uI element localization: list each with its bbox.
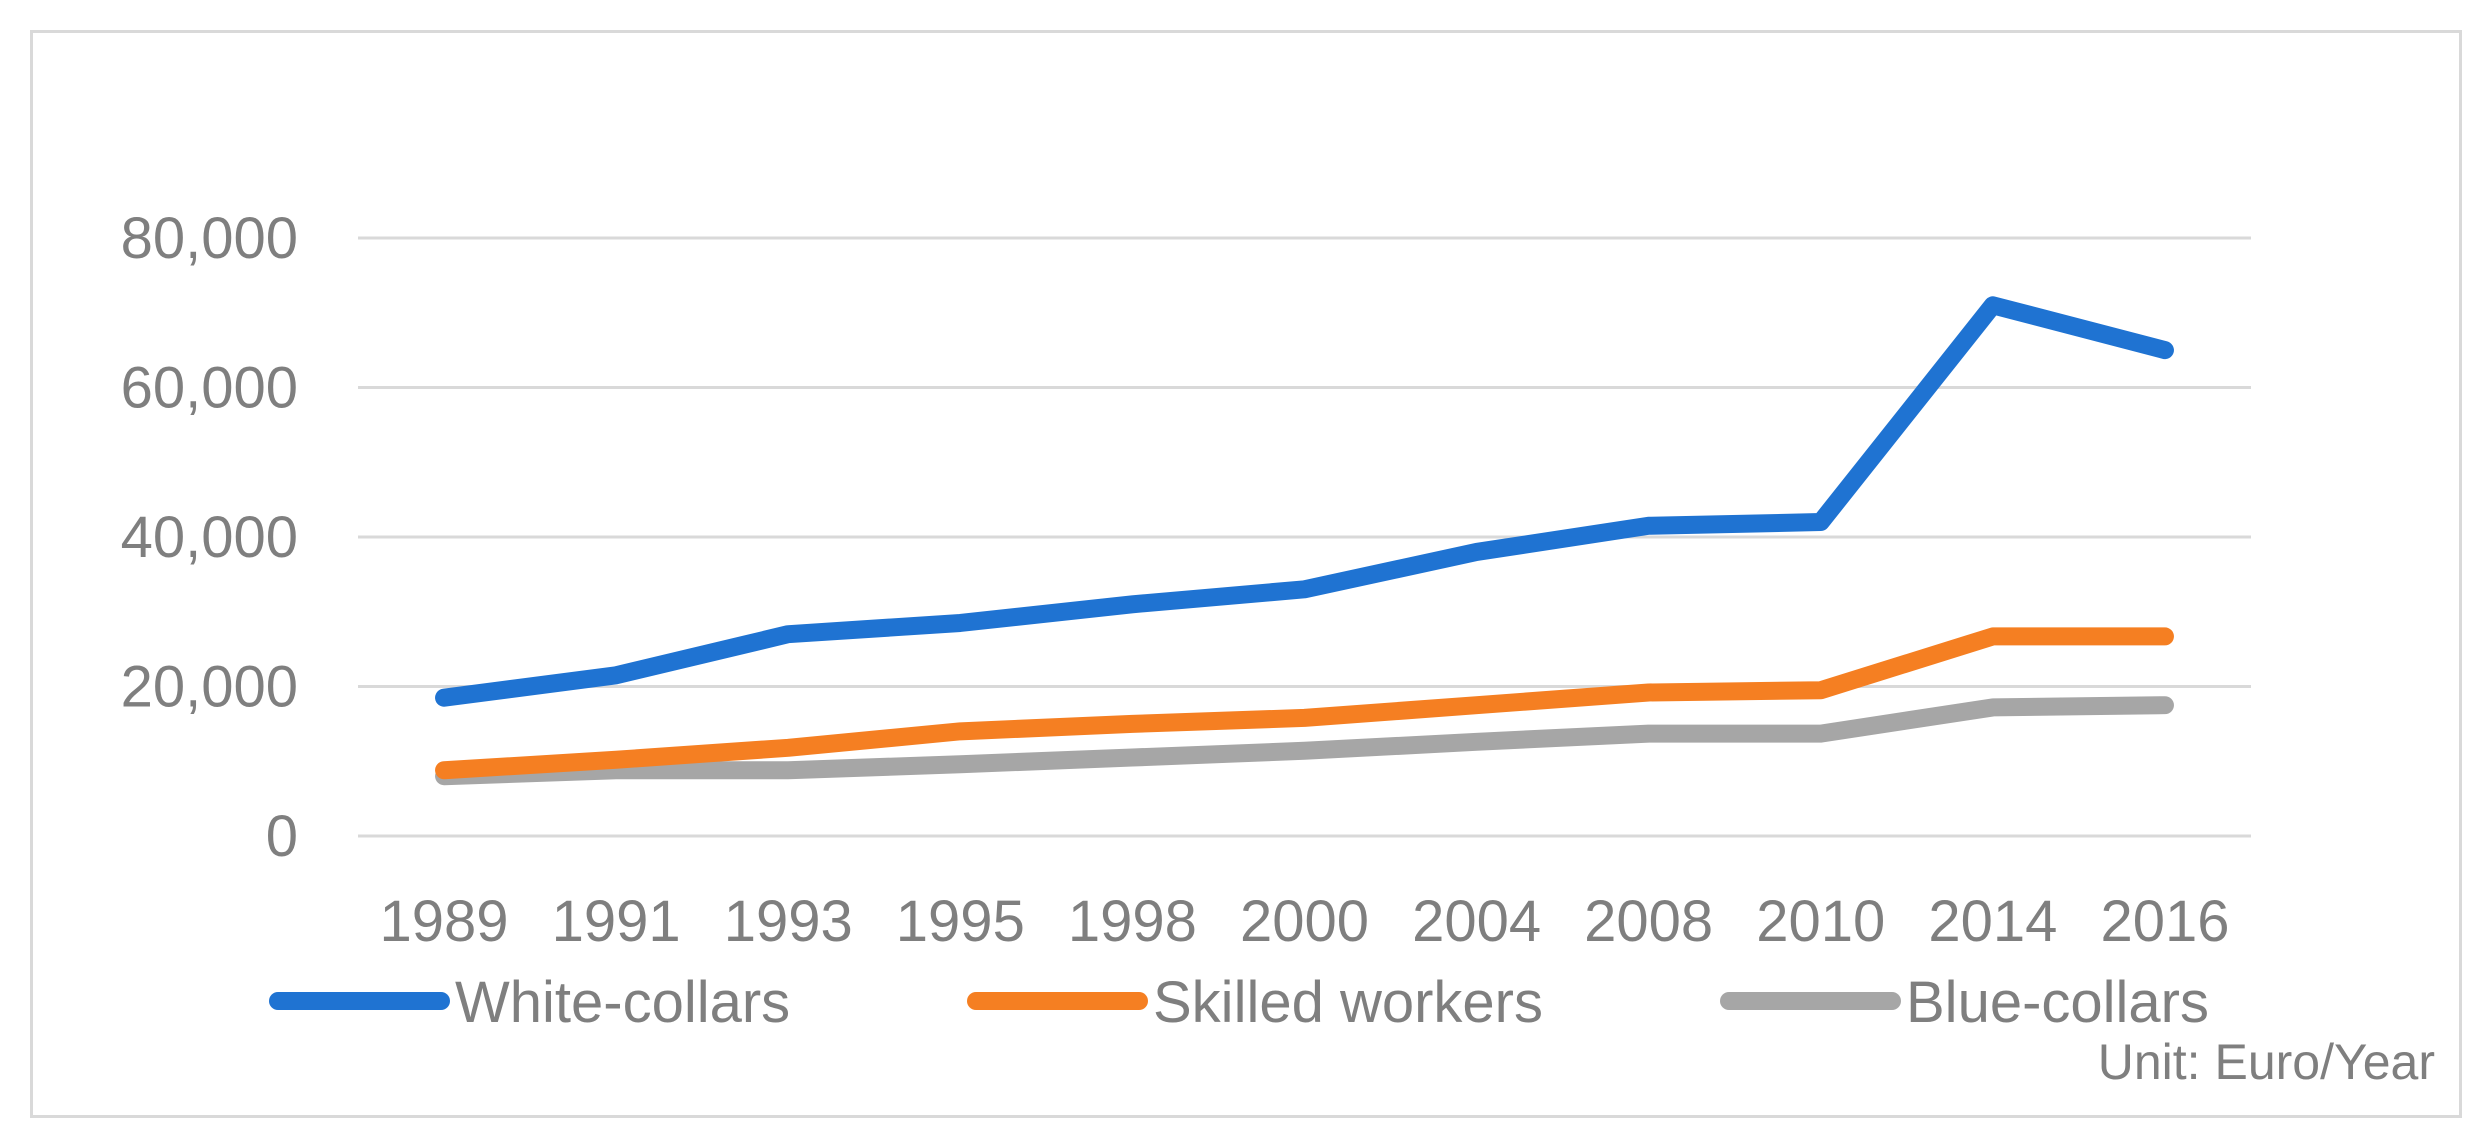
x-tick-label: 1995 [896,889,1025,954]
x-tick-label: 2014 [1928,889,2057,954]
y-tick-label: 80,000 [121,206,298,271]
x-tick-label: 2000 [1240,889,1369,954]
y-tick-label: 0 [266,804,298,869]
y-tick-label: 60,000 [121,356,298,421]
x-tick-label: 2008 [1584,889,1713,954]
x-tick-label: 2016 [2100,889,2229,954]
series-line-white-collars [435,296,2174,707]
y-tick-label: 40,000 [121,505,298,570]
legend-label-skilled-workers: Skilled workers [1153,970,1543,1035]
series-line-blue-collars [435,696,2174,786]
legend-label-blue-collars: Blue-collars [1906,970,2209,1035]
x-tick-label: 2010 [1756,889,1885,954]
y-axis-ticks: 0 20,000 40,000 60,000 80,000 [121,206,298,869]
chart-area: 0 20,000 40,000 60,000 80,000 1989 1991 1993 19… [30,30,2462,1118]
x-axis-ticks: 1989 1991 1993 1995 1998 2000 2004 2008 2010 2014… [380,889,2230,954]
legend-label-white-collars: White-collars [455,970,790,1035]
unit-note: Unit: Euro/Year [2098,1034,2435,1090]
series-line-skilled-workers [435,627,2174,780]
x-tick-label: 1989 [380,889,509,954]
series-lines [435,296,2174,786]
x-tick-label: 1991 [552,889,681,954]
y-tick-label: 20,000 [121,655,298,720]
legend: White-collars Skilled workers Blue-collars [269,970,2209,1035]
x-tick-label: 2004 [1412,889,1541,954]
x-tick-label: 1998 [1068,889,1197,954]
x-tick-label: 1993 [724,889,853,954]
